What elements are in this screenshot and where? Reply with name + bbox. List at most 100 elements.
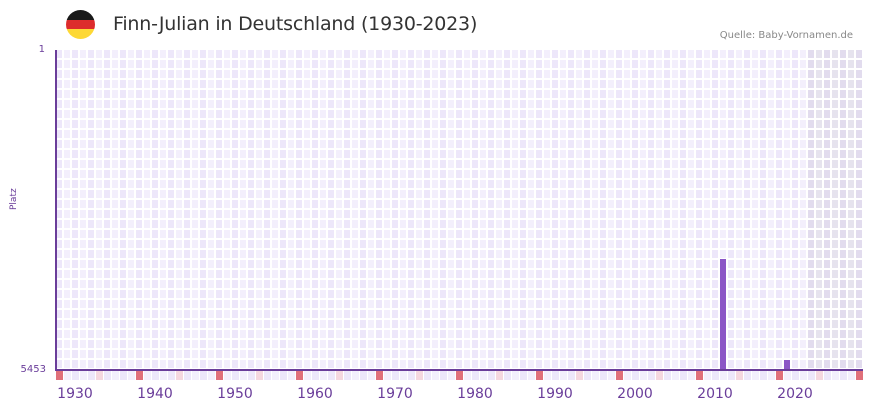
grid-column	[512, 50, 518, 370]
grid-column	[320, 50, 326, 370]
year-tick-1973	[416, 371, 423, 380]
year-cell	[264, 371, 271, 380]
grid-column	[120, 50, 126, 370]
year-cell	[472, 371, 479, 380]
year-cell	[688, 371, 695, 380]
year-cell	[72, 371, 79, 380]
x-tick-label-1970: 1970	[377, 386, 413, 402]
year-cell	[560, 371, 567, 380]
year-cell	[80, 371, 87, 380]
grid-column	[440, 50, 446, 370]
grid-column	[496, 50, 502, 370]
year-cell	[128, 371, 135, 380]
year-cell	[448, 371, 455, 380]
x-tick-label-2000: 2000	[617, 386, 653, 402]
rank-bar-2011[interactable]	[720, 258, 726, 370]
year-cell	[760, 371, 767, 380]
grid-column	[424, 50, 430, 370]
grid-column	[408, 50, 414, 370]
grid-column	[808, 50, 814, 370]
grid-column	[840, 50, 846, 370]
grid-column	[264, 50, 270, 370]
grid-column	[288, 50, 294, 370]
year-cell	[208, 371, 215, 380]
year-cell	[248, 371, 255, 380]
year-cell	[704, 371, 711, 380]
grid-column	[104, 50, 110, 370]
grid-column	[632, 50, 638, 370]
chart-title: Finn-Julian in Deutschland (1930-2023)	[113, 13, 478, 35]
year-cell	[520, 371, 527, 380]
year-cell	[224, 371, 231, 380]
year-tick-1938	[136, 371, 143, 380]
grid-column	[520, 50, 526, 370]
grid-column	[528, 50, 534, 370]
year-cell	[512, 371, 519, 380]
year-cell	[424, 371, 431, 380]
y-tick-bottom: 5453	[20, 364, 46, 375]
grid-column	[64, 50, 70, 370]
grid-column	[544, 50, 550, 370]
year-cell	[360, 371, 367, 380]
grid-column	[608, 50, 614, 370]
year-cell	[160, 371, 167, 380]
year-cell	[184, 371, 191, 380]
year-cell	[344, 371, 351, 380]
grid-column	[536, 50, 542, 370]
grid-column	[360, 50, 366, 370]
year-tick-1928	[56, 371, 63, 380]
rank-bar-2019[interactable]	[784, 360, 790, 370]
x-tick-label-1940: 1940	[137, 386, 173, 402]
grid-column	[72, 50, 78, 370]
grid-column	[640, 50, 646, 370]
grid-column	[328, 50, 334, 370]
grid-column	[192, 50, 198, 370]
grid-column	[272, 50, 278, 370]
grid-column	[88, 50, 94, 370]
grid-column	[616, 50, 622, 370]
grid-column	[592, 50, 598, 370]
year-tick-1978	[456, 371, 463, 380]
year-cell	[408, 371, 415, 380]
year-cell	[112, 371, 119, 380]
x-axis-ticks	[56, 371, 863, 380]
year-cell	[400, 371, 407, 380]
year-cell	[824, 371, 831, 380]
year-cell	[352, 371, 359, 380]
year-cell	[672, 371, 679, 380]
x-tick-label-1980: 1980	[457, 386, 493, 402]
grid-background	[56, 50, 863, 370]
grid-column	[144, 50, 150, 370]
x-tick-label-1960: 1960	[297, 386, 333, 402]
year-tick-1933	[96, 371, 103, 380]
year-tick-2013	[736, 371, 743, 380]
year-cell	[240, 371, 247, 380]
year-cell	[720, 371, 727, 380]
grid-column	[688, 50, 694, 370]
year-cell	[432, 371, 439, 380]
grid-column	[168, 50, 174, 370]
grid-column	[176, 50, 182, 370]
year-cell	[152, 371, 159, 380]
grid-column	[816, 50, 822, 370]
year-cell	[768, 371, 775, 380]
grid-column	[432, 50, 438, 370]
grid-column	[216, 50, 222, 370]
year-cell	[840, 371, 847, 380]
source-link[interactable]: Quelle: Baby-Vornamen.de	[719, 30, 853, 41]
grid-column	[560, 50, 566, 370]
grid-column	[400, 50, 406, 370]
grid-column	[136, 50, 142, 370]
year-cell	[440, 371, 447, 380]
grid-column	[224, 50, 230, 370]
grid-column	[792, 50, 798, 370]
grid-column	[480, 50, 486, 370]
grid-column	[80, 50, 86, 370]
year-cell	[464, 371, 471, 380]
year-cell	[144, 371, 151, 380]
grid-column	[760, 50, 766, 370]
x-tick-label-1990: 1990	[537, 386, 573, 402]
year-cell	[88, 371, 95, 380]
grid-column	[336, 50, 342, 370]
year-tick-2023	[816, 371, 823, 380]
